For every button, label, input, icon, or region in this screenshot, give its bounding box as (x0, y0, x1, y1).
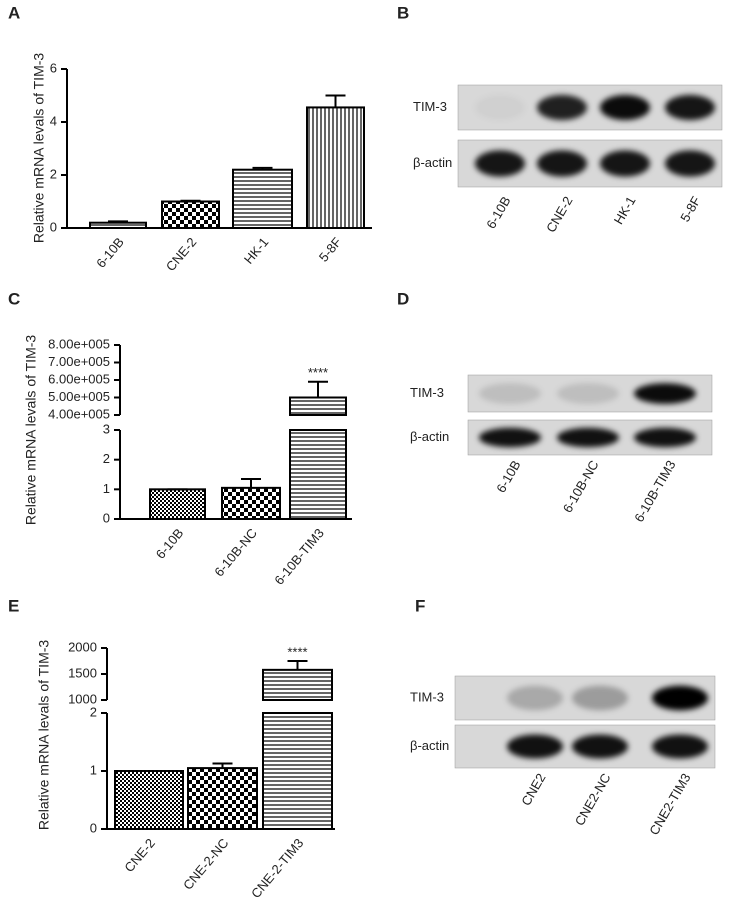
y-tick-label: 6 (50, 60, 57, 75)
band (479, 383, 541, 404)
band (634, 427, 696, 448)
band (665, 150, 715, 177)
y-tick-label: 6.00e+005 (48, 371, 110, 386)
band (537, 94, 587, 121)
band (600, 94, 650, 121)
y-tick-label: 1000 (68, 691, 97, 706)
band (652, 734, 708, 759)
y-axis-title: Relative mRNA levals of TIM-3 (23, 335, 39, 526)
bar (232, 168, 293, 229)
y-tick-label: 4.00e+005 (48, 406, 110, 421)
y-tick-label: 3 (103, 421, 110, 436)
band (479, 427, 541, 448)
y-axis-title: Relative mRNA levals of TIM-3 (31, 53, 47, 244)
row-label: β-actin (410, 429, 449, 444)
y-tick-label: 2 (90, 704, 97, 719)
x-tick-label: 6-10B-TIM3 (271, 525, 327, 587)
x-tick-label: CNE-2 (163, 234, 200, 274)
bar (89, 221, 147, 229)
panel-letter: C (8, 289, 20, 308)
band (537, 150, 587, 177)
row-label: β-actin (413, 155, 452, 170)
lane-label: 6-10B (493, 458, 523, 496)
band (507, 734, 563, 759)
bar (114, 770, 184, 830)
panel-letter: F (415, 596, 425, 615)
lane-label: CNE2 (518, 771, 548, 809)
bar (187, 767, 258, 830)
band (572, 734, 628, 759)
bar (262, 712, 333, 830)
band (475, 150, 525, 177)
bar (262, 668, 333, 702)
bar (161, 200, 220, 229)
y-tick-label: 1500 (68, 665, 97, 680)
y-tick-label: 0 (50, 219, 57, 234)
x-tick-label: CNE-2-TIM3 (248, 835, 306, 901)
bar (289, 396, 347, 416)
bar (306, 106, 365, 229)
significance: **** (287, 644, 307, 659)
band (634, 383, 696, 404)
bar (289, 429, 347, 520)
y-tick-label: 8.00e+005 (48, 336, 110, 351)
band (600, 150, 650, 177)
x-tick-label: CNE-2-NC (180, 835, 231, 892)
lane-label: HK-1 (611, 194, 639, 227)
y-axis-title: Relative mRNA levals of TIM-3 (36, 640, 52, 831)
panel-letter: B (397, 3, 409, 22)
bar (221, 486, 281, 521)
lane-label: 6-10B-TIM3 (631, 458, 678, 525)
row-label: TIM-3 (410, 689, 444, 704)
lane-label: 6-10B (483, 194, 513, 232)
lane-label: CNE-2 (543, 194, 575, 235)
panel-letter: E (8, 596, 19, 615)
row-label: TIM-3 (410, 385, 444, 400)
y-tick-label: 1 (103, 481, 110, 496)
x-tick-label: 6-10B (153, 525, 187, 561)
band (665, 94, 715, 121)
significance: **** (308, 365, 328, 380)
y-tick-label: 4 (50, 113, 57, 128)
y-tick-label: 2000 (68, 639, 97, 654)
lane-label: CNE2-NC (572, 771, 614, 829)
lane-label: CNE2-TIM3 (646, 771, 693, 838)
band (507, 685, 563, 711)
band (557, 383, 619, 404)
bar (149, 488, 206, 521)
x-tick-label: 6-10B (93, 234, 127, 270)
panel-letter: A (8, 3, 20, 22)
lane-label: 6-10B-NC (560, 458, 602, 516)
y-tick-label: 1 (90, 762, 97, 777)
y-tick-label: 0 (90, 820, 97, 835)
x-tick-label: CNE-2 (121, 835, 158, 875)
y-tick-label: 2 (103, 451, 110, 466)
row-label: β-actin (410, 738, 449, 753)
y-tick-label: 0 (103, 510, 110, 525)
band (475, 94, 525, 121)
x-tick-label: HK-1 (241, 234, 272, 266)
band (652, 685, 708, 711)
band (572, 685, 628, 711)
y-tick-label: 7.00e+005 (48, 354, 110, 369)
y-tick-label: 2 (50, 166, 57, 181)
lane-label: 5-8F (677, 194, 703, 225)
panel-letter: D (397, 289, 409, 308)
band (557, 427, 619, 448)
row-label: TIM-3 (413, 99, 447, 114)
x-tick-label: 5-8F (316, 234, 345, 264)
y-tick-label: 5.00e+005 (48, 389, 110, 404)
x-tick-label: 6-10B-NC (211, 525, 260, 579)
